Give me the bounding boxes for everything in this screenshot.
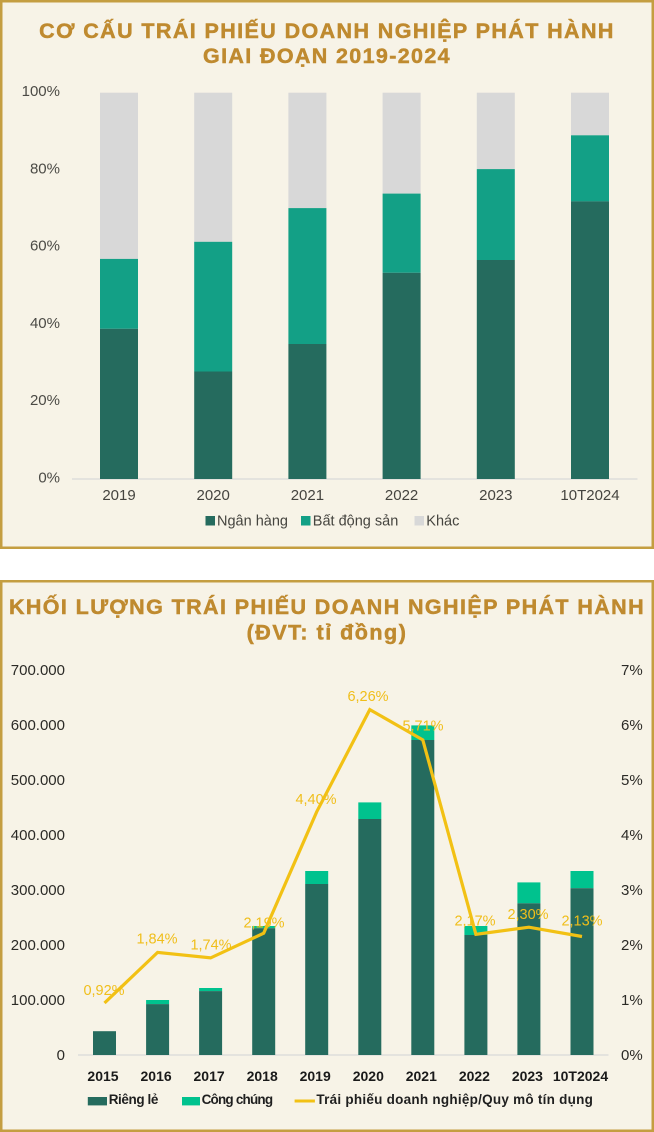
svg-text:100%: 100% [22,83,60,100]
svg-text:0,92%: 0,92% [83,983,124,999]
svg-text:2022: 2022 [459,1068,490,1084]
svg-text:2,30%: 2,30% [507,907,548,923]
svg-text:4%: 4% [621,827,643,844]
svg-text:80%: 80% [30,160,60,177]
svg-text:CƠ CẤU TRÁI PHIẾU DOANH NGHIỆP: CƠ CẤU TRÁI PHIẾU DOANH NGHIỆP PHÁT HÀNH [39,18,615,43]
svg-text:2021: 2021 [291,487,324,504]
svg-text:2,17%: 2,17% [454,914,495,930]
svg-text:0: 0 [57,1047,65,1064]
svg-text:Bất động sản: Bất động sản [313,513,398,529]
svg-text:2021: 2021 [406,1068,437,1084]
svg-text:2023: 2023 [512,1068,543,1084]
svg-text:Khác: Khác [426,513,459,529]
svg-text:6%: 6% [621,717,643,734]
svg-text:Riêng lẻ: Riêng lẻ [109,1092,159,1107]
svg-text:1%: 1% [621,992,643,1009]
svg-text:3%: 3% [621,882,643,899]
svg-text:600.000: 600.000 [11,717,65,734]
svg-text:2020: 2020 [353,1068,384,1084]
svg-text:10T2024: 10T2024 [560,487,619,504]
svg-text:(ĐVT: tỉ đồng): (ĐVT: tỉ đồng) [247,621,408,645]
svg-text:KHỐI LƯỢNG TRÁI PHIẾU DOANH NG: KHỐI LƯỢNG TRÁI PHIẾU DOANH NGHIỆP PHÁT … [9,593,645,619]
svg-text:20%: 20% [30,392,60,409]
svg-text:2022: 2022 [385,487,418,504]
svg-text:0%: 0% [621,1047,643,1064]
svg-text:100.000: 100.000 [11,992,65,1009]
svg-text:2,13%: 2,13% [561,914,602,930]
svg-text:5,71%: 5,71% [402,719,443,735]
svg-text:500.000: 500.000 [11,772,65,789]
svg-text:6,26%: 6,26% [347,689,388,705]
svg-text:GIAI ĐOẠN 2019-2024: GIAI ĐOẠN 2019-2024 [203,44,451,68]
svg-text:300.000: 300.000 [11,882,65,899]
svg-text:7%: 7% [621,662,643,679]
svg-text:0%: 0% [38,470,60,487]
svg-text:700.000: 700.000 [11,662,65,679]
svg-text:2019: 2019 [300,1068,331,1084]
svg-text:2019: 2019 [102,487,135,504]
svg-text:2018: 2018 [247,1068,278,1084]
svg-text:60%: 60% [30,238,60,255]
svg-text:2020: 2020 [197,487,230,504]
svg-text:5%: 5% [621,772,643,789]
svg-text:400.000: 400.000 [11,827,65,844]
svg-text:Trái phiếu doanh nghiệp/Quy mô: Trái phiếu doanh nghiệp/Quy mô tín dụng [316,1092,593,1107]
svg-text:2017: 2017 [194,1068,225,1084]
svg-text:Ngân hàng: Ngân hàng [217,513,288,529]
svg-text:2016: 2016 [141,1068,172,1084]
svg-text:10T2024: 10T2024 [553,1068,608,1084]
svg-text:1,74%: 1,74% [190,938,231,954]
svg-text:1,84%: 1,84% [136,932,177,948]
svg-text:4,40%: 4,40% [295,792,336,808]
svg-text:2023: 2023 [479,487,512,504]
svg-text:2,19%: 2,19% [243,916,284,932]
svg-text:2015: 2015 [87,1068,118,1084]
svg-text:2%: 2% [621,937,643,954]
svg-text:200.000: 200.000 [11,937,65,954]
svg-text:40%: 40% [30,315,60,332]
svg-text:Công chúng: Công chúng [202,1092,273,1107]
